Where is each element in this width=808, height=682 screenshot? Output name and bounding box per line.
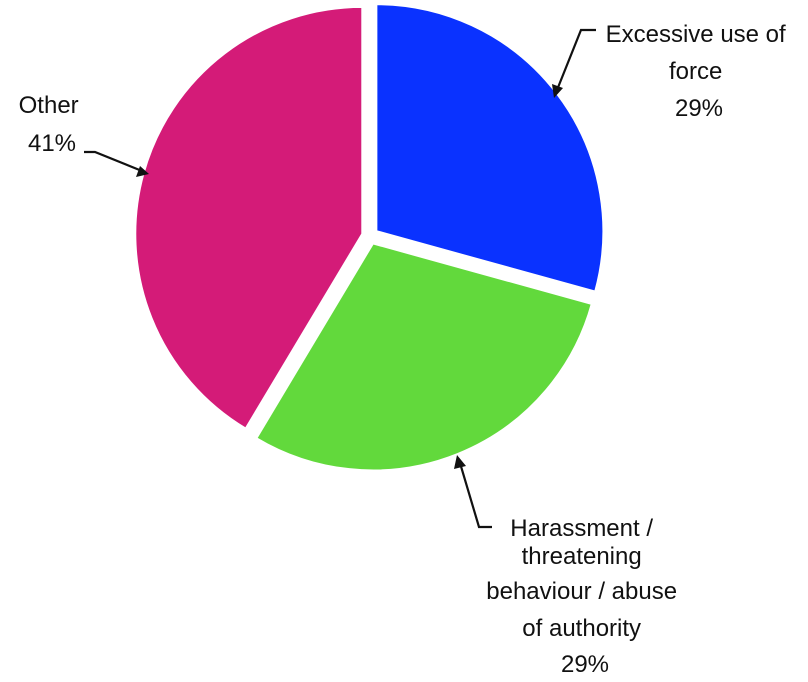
leader-lines: [84, 28, 596, 529]
slice-value-label: 29%: [561, 651, 609, 678]
slice-label-other: Other 41%: [19, 92, 86, 157]
slice-value-label: 29%: [675, 95, 723, 122]
leader-line-other: [84, 150, 143, 173]
pie-slice-excessive-force: [375, 3, 605, 293]
slice-label-line: Other: [19, 92, 79, 119]
slice-value-label: 41%: [28, 130, 76, 157]
slice-label-line: force: [669, 58, 722, 85]
slice-label-line: Excessive use of: [606, 21, 786, 48]
arrowhead-other: [136, 166, 149, 177]
slice-label-excessive-force: Excessive use of force 29%: [606, 21, 793, 122]
slice-label-line: of authority: [522, 615, 641, 642]
arrowhead-harassment: [454, 455, 466, 469]
slice-label-line: Harassment /: [510, 515, 653, 542]
leader-line-harassment: [458, 462, 492, 529]
leader-line-excessive-force: [555, 28, 596, 91]
arrowhead-excessive-force: [552, 84, 563, 98]
pie-slice-harassment: [254, 242, 593, 472]
pie-slices: [134, 3, 605, 472]
slice-label-line: threatening: [522, 543, 642, 570]
slice-label-harassment: Harassment / threatening behaviour / abu…: [486, 515, 683, 678]
slice-label-line: behaviour / abuse: [486, 578, 677, 605]
